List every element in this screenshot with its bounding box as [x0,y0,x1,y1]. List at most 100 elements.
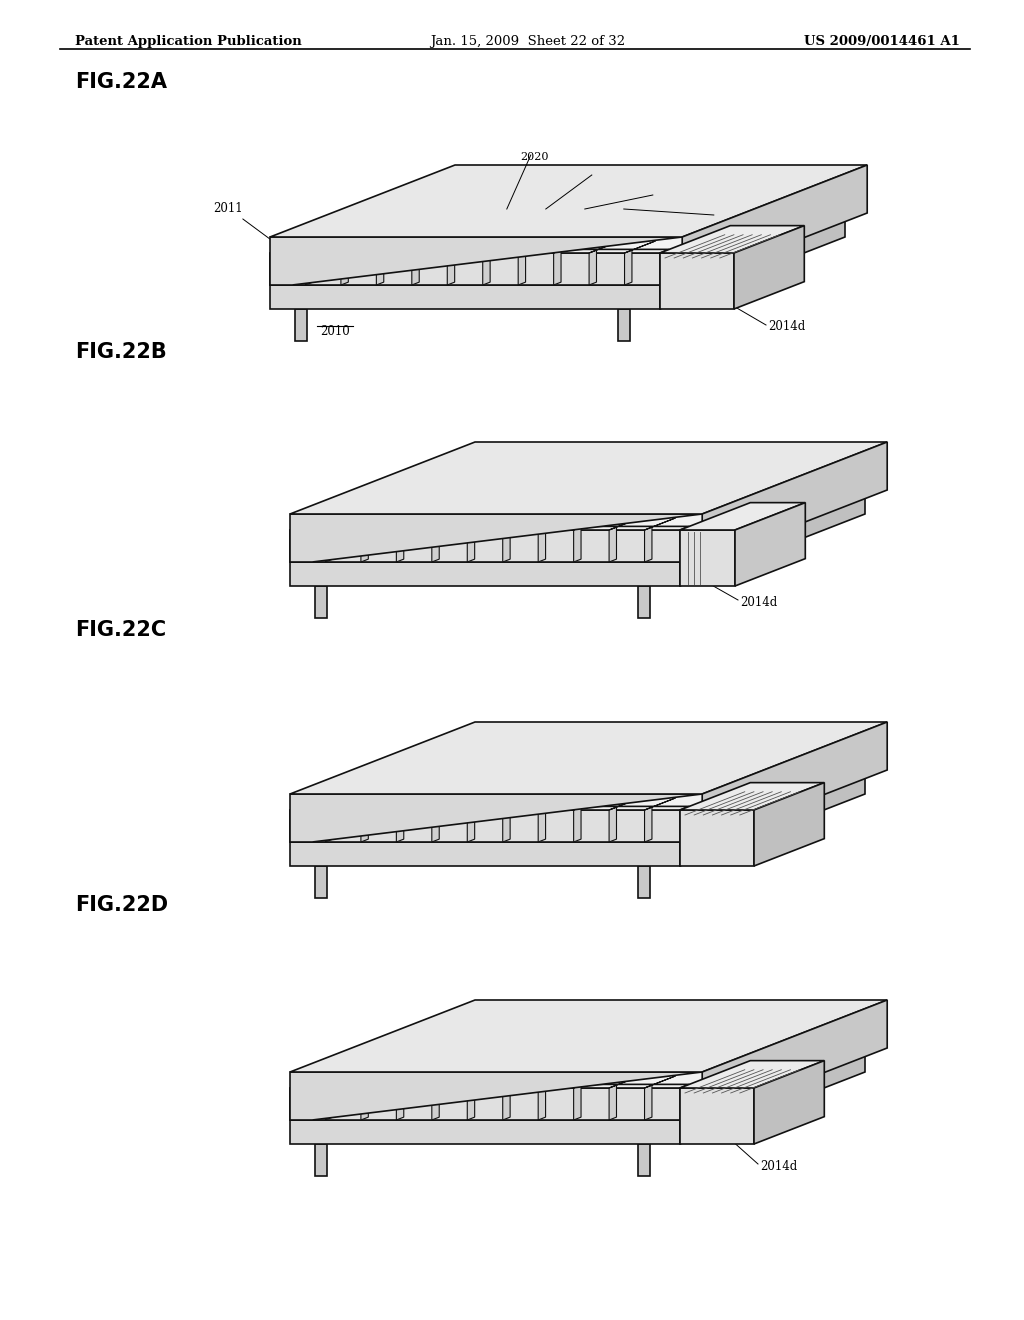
Text: 2011: 2011 [744,482,807,519]
Polygon shape [360,527,369,562]
Polygon shape [432,527,439,562]
Polygon shape [680,1061,824,1088]
Polygon shape [539,799,569,810]
Polygon shape [482,249,490,285]
Polygon shape [475,1016,865,1048]
Polygon shape [270,213,845,285]
Polygon shape [290,1016,475,1119]
Polygon shape [290,1088,680,1119]
Text: FIG.22C: FIG.22C [75,620,166,640]
Polygon shape [644,807,652,842]
Polygon shape [447,249,455,285]
Polygon shape [295,309,307,341]
Polygon shape [680,490,865,586]
Polygon shape [503,527,510,562]
Polygon shape [702,1001,887,1119]
Polygon shape [341,242,372,253]
Text: 2020: 2020 [520,152,549,162]
Polygon shape [609,1085,616,1119]
Polygon shape [315,1144,327,1176]
Polygon shape [660,226,804,253]
Polygon shape [315,866,327,898]
Polygon shape [290,1072,702,1119]
Polygon shape [270,249,670,253]
Polygon shape [290,562,680,586]
Polygon shape [467,1085,475,1119]
Polygon shape [644,527,652,562]
Polygon shape [290,1119,680,1144]
Polygon shape [432,799,463,810]
Polygon shape [573,807,581,842]
Polygon shape [467,807,475,842]
Polygon shape [680,783,824,810]
Polygon shape [467,799,498,810]
Polygon shape [475,738,865,770]
Text: 2015: 2015 [730,194,783,231]
Polygon shape [270,253,660,285]
Polygon shape [360,799,392,810]
Polygon shape [290,810,680,842]
Polygon shape [455,177,854,181]
Polygon shape [573,1085,581,1119]
Text: FIG.22D: FIG.22D [75,895,168,915]
Polygon shape [290,1048,865,1119]
Polygon shape [644,1076,676,1088]
Polygon shape [396,799,427,810]
Polygon shape [539,1076,569,1088]
Polygon shape [290,722,887,795]
Polygon shape [270,213,845,285]
Polygon shape [290,842,680,866]
Polygon shape [447,242,478,253]
Text: 2020: 2020 [703,213,732,222]
Polygon shape [377,242,408,253]
Polygon shape [554,249,561,285]
Polygon shape [290,490,865,562]
Polygon shape [754,1061,824,1144]
Text: 2014d: 2014d [768,321,805,334]
Polygon shape [475,734,874,738]
Polygon shape [432,1085,439,1119]
Text: 2020: 2020 [760,829,790,842]
Text: FIG.22A: FIG.22A [75,73,167,92]
Polygon shape [660,253,734,309]
Polygon shape [503,1085,510,1119]
Polygon shape [735,503,805,586]
Polygon shape [305,249,313,285]
Polygon shape [396,1085,403,1119]
Polygon shape [644,1085,652,1119]
Polygon shape [270,181,455,285]
Polygon shape [554,242,585,253]
Polygon shape [290,770,865,842]
Text: 2020: 2020 [582,172,610,182]
Polygon shape [270,165,867,238]
Polygon shape [702,722,887,842]
Polygon shape [455,181,845,213]
Polygon shape [396,807,403,842]
Polygon shape [467,527,475,562]
Polygon shape [432,807,439,842]
Text: 2011: 2011 [213,202,275,243]
Polygon shape [539,517,569,531]
Polygon shape [412,242,442,253]
Polygon shape [290,1084,689,1088]
Polygon shape [589,242,620,253]
Polygon shape [702,442,887,562]
Polygon shape [539,527,546,562]
Polygon shape [270,238,682,285]
Polygon shape [625,249,632,285]
Polygon shape [573,517,604,531]
Polygon shape [539,1085,546,1119]
Polygon shape [573,527,581,562]
Polygon shape [396,527,403,562]
Polygon shape [432,1076,463,1088]
Polygon shape [754,783,824,866]
Polygon shape [432,517,463,531]
Polygon shape [290,527,689,531]
Polygon shape [290,513,702,562]
Polygon shape [539,807,546,842]
Polygon shape [503,807,510,842]
Polygon shape [475,1012,874,1016]
Polygon shape [290,490,865,562]
Text: 2010: 2010 [321,325,350,338]
Polygon shape [396,1076,427,1088]
